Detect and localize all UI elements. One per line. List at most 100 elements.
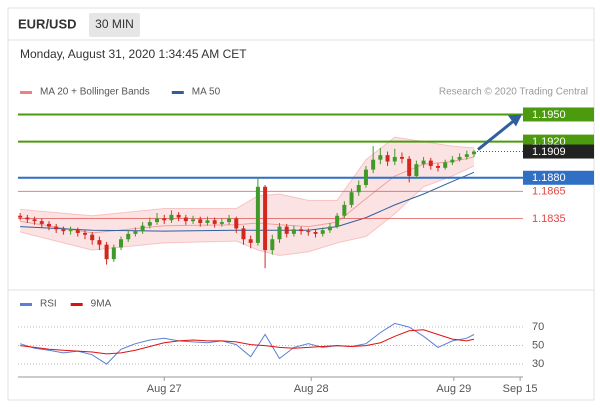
candle-body xyxy=(155,218,160,223)
legend-swatch xyxy=(171,91,184,94)
candle-body xyxy=(140,225,145,232)
level-label: 1.1950 xyxy=(532,109,566,121)
timeframe: 30 MIN xyxy=(95,17,134,31)
candle-body xyxy=(349,192,354,205)
candle-body xyxy=(327,226,332,231)
candle-body xyxy=(147,222,152,226)
candle-body xyxy=(313,232,318,234)
candle-body xyxy=(299,229,304,232)
level-label: 1.1865 xyxy=(532,186,566,198)
candle-body xyxy=(162,218,167,221)
level-label-box xyxy=(523,144,594,159)
candle-body xyxy=(284,226,289,234)
candle-body xyxy=(25,217,30,220)
candle-body xyxy=(457,156,462,160)
x-tick-label: Aug 29 xyxy=(436,383,471,395)
candle-body xyxy=(82,232,87,235)
forecast-arrowhead xyxy=(508,114,522,127)
candle-body xyxy=(205,220,210,223)
candle-body xyxy=(212,220,217,224)
candle-body xyxy=(255,186,260,243)
indicator-line xyxy=(20,322,475,365)
x-tick-label: Aug 27 xyxy=(147,383,182,395)
forecast-arrow xyxy=(477,120,514,151)
candle-body xyxy=(291,229,296,234)
attribution: Research © 2020 Trading Central xyxy=(439,87,588,98)
level-label: 1.1835 xyxy=(532,213,566,225)
candle-body xyxy=(421,160,426,165)
y-tick-label: 30 xyxy=(532,358,544,370)
level-label-box xyxy=(523,170,594,185)
bollinger-band xyxy=(20,137,475,256)
candle-body xyxy=(450,159,455,163)
candle-body xyxy=(248,239,253,243)
candle-body xyxy=(277,226,282,240)
y-tick-label: 50 xyxy=(532,339,544,351)
level-label: 1.1880 xyxy=(532,172,566,184)
candle-body xyxy=(46,223,51,227)
candle-body xyxy=(198,219,203,223)
candle-body xyxy=(90,234,95,241)
candle-body xyxy=(378,155,383,160)
candle-body xyxy=(219,222,224,224)
x-tick-label: Sep 15 xyxy=(503,383,538,395)
candle-body xyxy=(443,162,448,168)
candle-body xyxy=(176,214,181,218)
legend-swatch xyxy=(20,303,32,306)
legend-label: MA 20 + Bollinger Bands xyxy=(40,87,150,98)
legend-swatch xyxy=(20,91,32,94)
candle-body xyxy=(75,230,80,233)
legend-swatch xyxy=(70,303,83,306)
candle-body xyxy=(169,214,174,221)
date-title: Monday, August 31, 2020 1:34:45 AM CET xyxy=(20,47,247,61)
y-tick-label: 70 xyxy=(532,321,544,333)
candle-body xyxy=(472,151,477,155)
candle-body xyxy=(464,154,469,157)
candle-body xyxy=(104,244,109,260)
candle-body xyxy=(61,229,66,232)
candle-body xyxy=(126,233,131,240)
candle-body xyxy=(263,186,268,251)
candle-body xyxy=(356,185,361,193)
candle-body xyxy=(241,228,246,240)
candle-body xyxy=(234,218,239,229)
candle-body xyxy=(191,219,196,222)
candle-body xyxy=(363,169,368,185)
candle-body xyxy=(111,247,116,260)
candle-body xyxy=(342,204,347,216)
candle-body xyxy=(68,230,73,232)
candle-body xyxy=(270,239,275,251)
candle-body xyxy=(119,239,124,248)
candle-body xyxy=(227,218,232,223)
indicator-line xyxy=(20,329,475,355)
candle-body xyxy=(371,159,376,170)
candle-body xyxy=(183,217,188,222)
candle-body xyxy=(392,156,397,162)
frame xyxy=(7,7,595,401)
x-tick-label: Aug 28 xyxy=(294,383,329,395)
candle-body xyxy=(133,231,138,234)
candle-body xyxy=(399,156,404,159)
level-label: 1.1909 xyxy=(532,146,566,158)
candle-body xyxy=(39,221,44,224)
legend-label: 9MA xyxy=(91,299,112,310)
symbol: EUR/USD xyxy=(18,16,77,31)
candle-body xyxy=(306,231,311,233)
level-label-box xyxy=(523,107,594,122)
candle-body xyxy=(435,166,440,168)
candle-body xyxy=(407,158,412,176)
candle-body xyxy=(32,219,37,222)
candle-body xyxy=(97,240,102,245)
candle-body xyxy=(320,230,325,234)
candle-body xyxy=(54,226,59,230)
bollinger-lower xyxy=(20,165,475,257)
candle-body xyxy=(385,155,390,162)
timeframe-box xyxy=(89,13,140,37)
candle-body xyxy=(428,160,433,167)
candle-body xyxy=(335,215,340,227)
candle-body xyxy=(18,215,23,218)
legend-label: MA 50 xyxy=(192,87,221,98)
candle-body xyxy=(414,164,419,176)
